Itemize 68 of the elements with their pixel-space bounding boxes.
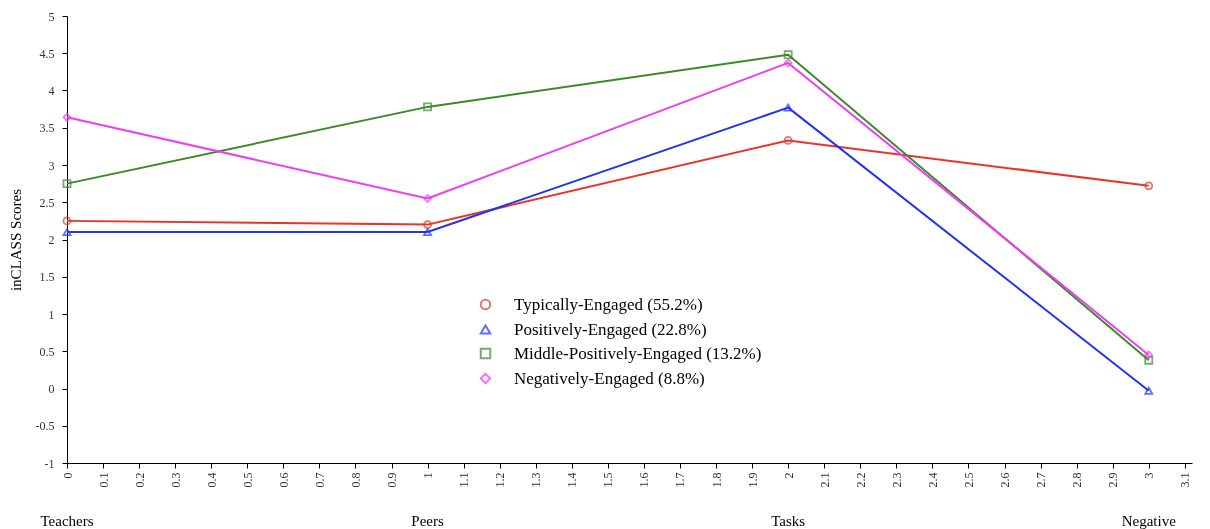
x-tick-label: 2.9 (1106, 472, 1121, 488)
y-tick-label: -1 (44, 456, 55, 471)
y-tick-label: 3 (48, 158, 55, 173)
x-tick-label: 2.5 (961, 472, 976, 488)
x-tick-label: 0.6 (276, 472, 291, 488)
y-tick-label: 2 (48, 233, 55, 247)
x-tick-label: 0.2 (132, 472, 147, 488)
x-tick-label: 1.3 (529, 472, 544, 488)
x-tick-label: 0.3 (168, 472, 183, 488)
y-tick-label: 4.5 (39, 46, 55, 61)
text: Teachers (40, 513, 94, 529)
point (62, 179, 72, 189)
x-tick-label: 2.4 (925, 472, 940, 488)
point (423, 194, 433, 203)
x-tick-label: 2.8 (1070, 472, 1085, 488)
y-axis-title: inCLASS Scores (7, 188, 24, 292)
x-tick-label: 0.7 (312, 472, 327, 488)
x-tick-label: 2 (781, 472, 796, 479)
point (783, 135, 793, 145)
x-tick-label: 1.7 (673, 472, 688, 488)
legend-label: Positively-Engaged (22.8%) (514, 319, 707, 339)
x-tick-label: 1.9 (745, 472, 760, 488)
x-tick-label: 0.5 (240, 472, 255, 488)
y-tick-label: 2.5 (39, 195, 55, 210)
x-tick-label: 0.4 (204, 472, 219, 488)
y-tick-label: 0 (48, 382, 55, 396)
point (783, 103, 793, 112)
y-tick-label: 5 (48, 9, 55, 24)
y-tick-label: -0.5 (35, 419, 55, 434)
text: Negative (1121, 513, 1177, 529)
x-tick-label: 2.7 (1034, 472, 1049, 488)
x-tick-label: 0.8 (348, 472, 363, 488)
x-tick-label: 0.1 (96, 472, 111, 488)
y-tick-label: 0.5 (39, 344, 55, 359)
x-tick-label: 2.1 (817, 472, 832, 488)
legend-label: Typically-Engaged (55.2%) (514, 294, 703, 314)
point (423, 102, 433, 112)
x-tick-label: 1.2 (493, 472, 508, 488)
y-tick-label: 1 (48, 307, 55, 322)
x-tick-label: 2.6 (998, 472, 1012, 488)
x-tick-label: 2.2 (853, 472, 868, 488)
point (783, 50, 793, 60)
point (62, 228, 72, 237)
x-tick-label: 2.3 (889, 472, 904, 488)
x-tick-label: 0.9 (385, 472, 400, 488)
point (62, 112, 72, 122)
x-tick-label: 1.6 (637, 472, 652, 488)
y-tick-label: 3.5 (39, 121, 55, 136)
x-tick-label: 3 (1142, 472, 1157, 479)
x-tick-label: 3.1 (1178, 472, 1193, 488)
x-tick-label: 1.1 (457, 472, 472, 488)
text: Peers (411, 513, 444, 529)
x-tick-label: 0 (60, 472, 75, 479)
x-tick-label: 1.4 (565, 472, 580, 488)
y-tick-label: 1.5 (39, 270, 55, 285)
point (423, 228, 433, 237)
x-tick-label: 1 (421, 472, 436, 479)
point (783, 58, 793, 68)
x-tick-label: 1.5 (601, 472, 616, 488)
point (1144, 386, 1154, 395)
point (1144, 355, 1154, 365)
x-tick-label: 1.8 (709, 472, 724, 488)
legend-label: Middle-Positively-Engaged (13.2%) (514, 343, 762, 363)
legend-label: Negatively-Engaged (8.8%) (514, 368, 705, 388)
y-tick-label: 4 (48, 84, 55, 98)
point (423, 220, 433, 230)
text: Tasks (771, 513, 806, 529)
point (1144, 350, 1154, 360)
